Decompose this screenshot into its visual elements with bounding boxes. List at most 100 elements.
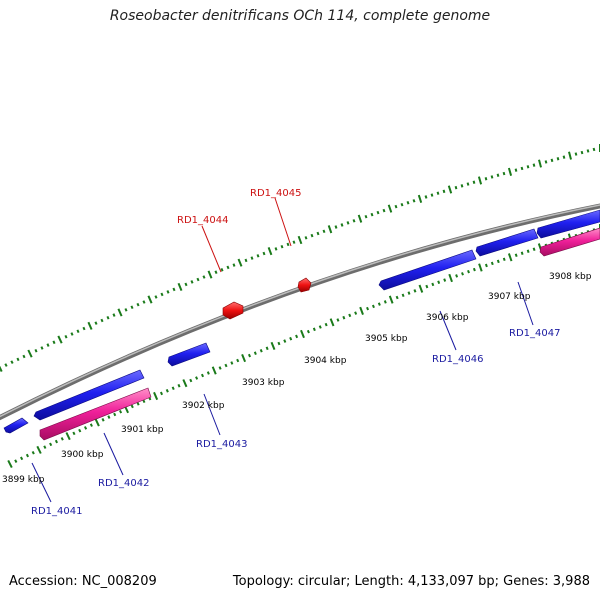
inner-tick [377,302,381,306]
outer-tick [76,329,80,334]
outer-tick [507,167,513,176]
outer-tick [340,223,344,227]
inner-tick [472,267,476,272]
outer-tick [166,290,170,294]
leader-rd1-4046 [439,310,457,351]
gene-arrow-rd1-4048[interactable] [539,227,600,257]
outer-tick [538,159,542,168]
gene-label-rd1-4045[interactable]: RD1_4045 [250,188,301,199]
inner-tick [418,284,424,293]
gene-leader-lines [31,197,534,503]
outer-tick [154,295,158,299]
outer-tick [454,185,458,190]
gene-arrow-rd1-4047[interactable] [536,209,600,239]
outer-tick [177,282,183,291]
outer-tick [57,335,63,344]
accession-text: Accession: NC_008209 [9,574,157,589]
inner-tick [159,391,164,396]
gene-arrow-rd1-4042-plus[interactable] [33,369,145,421]
inner-tick [270,341,276,350]
kbp-label-3905: 3905 kbp [365,334,408,344]
outer-tick [472,180,476,184]
inner-tick [83,426,88,430]
gene-arrow-rd1-4043[interactable] [167,342,211,367]
inner-tick [78,428,82,433]
outer-tick [394,204,398,209]
outer-tick [387,204,393,213]
gene-arrow-rd1-4041[interactable] [3,417,29,434]
inner-tick [395,295,399,300]
outer-tick [424,195,428,199]
outer-tick [364,214,368,219]
inner-tick [25,453,30,458]
inner-tick [502,257,506,262]
inner-tick [324,322,328,327]
inner-tick [177,383,181,388]
outer-tick [4,363,8,367]
inner-tick [359,306,364,315]
map-title: Roseobacter denitrificans OCh 114, compl… [109,8,491,24]
inner-tick [107,415,111,419]
outer-tick [244,258,248,263]
inner-tick [241,354,247,363]
outer-tick [286,242,290,247]
inner-tick [329,318,335,327]
inner-tick [230,361,234,365]
outer-tick [322,229,326,234]
inner-tick [448,273,453,283]
outer-tick [106,315,110,320]
outer-tick [142,300,146,304]
outer-tick [46,343,50,347]
inner-tick [407,291,411,295]
outer-tick [562,155,566,159]
inner-tick [153,391,159,401]
inner-tick [514,253,518,258]
outer-tick [136,302,140,307]
gene-arrow-rd1-4046[interactable] [378,249,477,291]
outer-tick [352,219,356,223]
inner-tick [431,282,435,287]
inner-tick [195,376,199,380]
inner-tick [532,247,536,252]
gene-arrow-rd1-4046b[interactable] [475,228,539,257]
inner-tick [54,439,59,444]
outer-tick [357,214,363,223]
outer-tick [297,235,303,245]
outer-tick [406,200,410,205]
inner-tick [171,386,175,391]
gene-label-rd1-4042[interactable]: RD1_4042 [98,478,149,489]
inner-tick [65,432,71,441]
outer-tick [526,165,530,169]
gene-arrow-rd1-4045[interactable] [297,277,312,293]
outer-tick [532,163,536,167]
leader-rd1-4042 [103,432,124,476]
kbp-label-3906: 3906 kbp [426,313,469,323]
outer-tick [544,160,548,164]
outer-tick [94,321,98,325]
outer-tick [112,313,116,317]
gene-arrow-rd1-4044[interactable] [222,301,244,320]
outer-tick [82,326,86,331]
inner-tick [130,404,134,409]
gene-label-rd1-4041[interactable]: RD1_4041 [31,506,82,517]
inner-tick [467,269,470,274]
inner-tick [437,280,441,285]
inner-tick [425,284,429,289]
gene-label-rd1-4046[interactable]: RD1_4046 [432,354,483,365]
gene-label-rd1-4047[interactable]: RD1_4047 [509,328,560,339]
outer-tick [100,318,104,323]
outer-tick [400,202,404,207]
topology-text: Topology: circular; Length: 4,133,097 bp… [232,574,590,589]
outer-tick [586,149,590,153]
gene-arrow-rd1-4042[interactable] [39,387,152,441]
inner-tick [206,371,210,375]
leader-rd1-4041 [31,462,52,503]
gene-label-rd1-4043[interactable]: RD1_4043 [196,439,247,450]
inner-tick [478,263,483,272]
kbp-label-3902: 3902 kbp [182,401,225,411]
inner-tick [507,253,513,262]
leader-rd1-4045 [274,197,292,247]
outer-tick [382,208,386,213]
gene-label-rd1-4044[interactable]: RD1_4044 [177,215,228,226]
inner-tick [31,450,35,455]
